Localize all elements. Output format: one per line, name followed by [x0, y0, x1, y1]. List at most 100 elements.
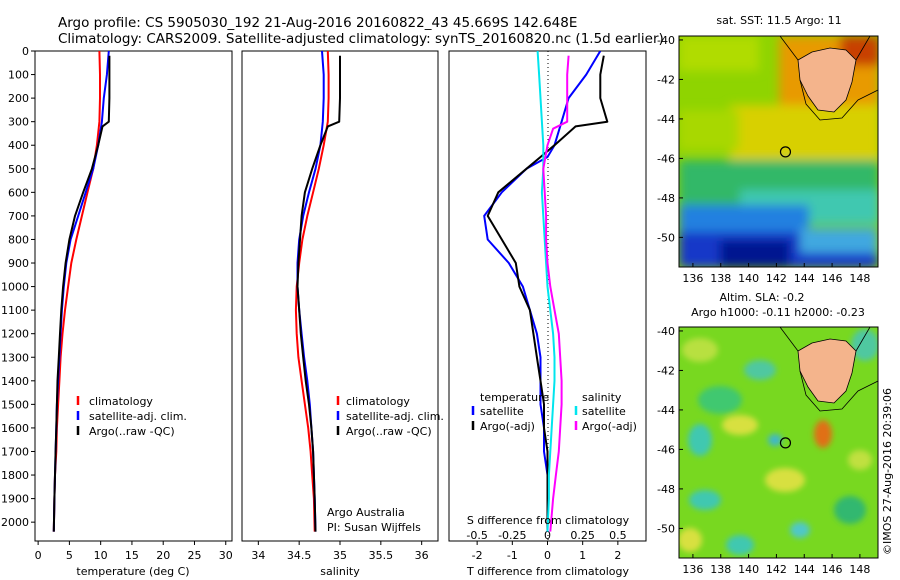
temperature-plot-frame — [34, 50, 233, 542]
sla-map-lat-tick-label: -42 — [657, 364, 675, 377]
depth-tick-label: 200 — [8, 92, 29, 105]
s-difference-tick-label: -0.25 — [498, 529, 526, 542]
depth-tick-label: 800 — [8, 233, 29, 246]
temperature-legend: climatology satellite-adj. clim. Argo(..… — [76, 395, 187, 438]
annotation-argo-australia: Argo Australia — [327, 506, 405, 519]
difference-line-temperature-argo--adj- — [486, 55, 609, 532]
sst-map-lon-tick-label: 148 — [849, 272, 870, 285]
difference-x-axes: -2 -1 0 1 2 -0.5 -0.25 0 0.25 0.5 — [466, 529, 626, 562]
sla-map-lon-tick-label: 146 — [822, 563, 843, 576]
annotation-pi-name: PI: Susan Wijffels — [327, 521, 421, 534]
difference-panel: -2 -1 0 1 2 -0.5 -0.25 0 0.25 0.5 T difference fr… — [448, 50, 647, 578]
temperature-profiles — [52, 51, 111, 532]
depth-tick-label: 400 — [8, 139, 29, 152]
sst-map-frame — [678, 35, 879, 268]
t-difference-tick-label: 2 — [614, 549, 621, 562]
legend-label-satellite: satellite-adj. clim. — [346, 410, 444, 423]
sst-map-lon-tick-label: 136 — [682, 272, 703, 285]
depth-tick-label: 0 — [22, 45, 29, 58]
legend-label-s-satellite: satellite — [582, 405, 626, 418]
t-difference-x-label: T difference from climatology — [466, 565, 629, 578]
legend-label-climatology: climatology — [346, 395, 410, 408]
sst-map-axes: 136 138 140 142 144 146 148 -40 -42 -44 -46 -48 -50 — [657, 34, 870, 285]
depth-tick-label: 900 — [8, 257, 29, 270]
salinity-plot-frame — [241, 50, 439, 542]
sst-map-lat-tick-label: -42 — [657, 73, 675, 86]
sst-map-lon-tick-label: 142 — [766, 272, 787, 285]
sla-map-lon-tick-label: 136 — [682, 563, 703, 576]
legend-label-s-argo: Argo(-adj) — [582, 420, 637, 433]
temperature-panel: 0100200300400500600700800900100011001200… — [1, 45, 233, 578]
legend-label-argo: Argo(..raw -QC) — [89, 425, 175, 438]
temperature-tick-label: 0 — [35, 549, 42, 562]
depth-tick-label: 300 — [8, 116, 29, 129]
s-difference-x-label: S difference from climatology — [467, 514, 630, 527]
depth-tick-label: 2000 — [1, 516, 29, 529]
figure-title-line1: Argo profile: CS 5905030_192 21-Aug-2016… — [58, 15, 577, 31]
sla-map-lat-tick-label: -46 — [657, 443, 675, 456]
salinity-panel: 34 34.5 35 35.5 36 salinity climatology sate… — [241, 50, 444, 578]
sst-map-lat-tick-label: -46 — [657, 152, 675, 165]
difference-line-salinity-satellite — [536, 51, 556, 532]
legend-title-salinity: salinity — [582, 391, 622, 404]
depth-tick-label: 1100 — [1, 304, 29, 317]
depth-tick-label: 1200 — [1, 328, 29, 341]
s-difference-tick-label: -0.5 — [466, 529, 487, 542]
temperature-x-label: temperature (deg C) — [76, 565, 189, 578]
depth-tick-label: 1600 — [1, 422, 29, 435]
salinity-x-label: salinity — [320, 565, 360, 578]
sst-map-title: sat. SST: 11.5 Argo: 11 — [716, 14, 841, 27]
sst-map-lat-tick-label: -40 — [657, 34, 675, 47]
depth-tick-label: 1500 — [1, 398, 29, 411]
s-difference-tick-label: 0 — [544, 529, 551, 542]
sla-map-lon-tick-label: 138 — [710, 563, 731, 576]
temperature-tick-label: 25 — [187, 549, 201, 562]
sla-map-panel: Altim. SLA: -0.2 Argo h1000: -0.11 h2000… — [657, 291, 894, 576]
t-difference-tick-label: 0 — [544, 549, 551, 562]
legend-label-t-satellite: satellite — [480, 405, 524, 418]
difference-profiles — [483, 51, 609, 532]
salinity-tick-label: 35.5 — [369, 549, 394, 562]
t-difference-tick-label: -1 — [507, 549, 518, 562]
salinity-tick-label: 34.5 — [287, 549, 312, 562]
sla-field — [679, 327, 878, 558]
difference-line-salinity-argo--adj- — [542, 55, 570, 532]
legend-label-t-argo: Argo(-adj) — [480, 420, 535, 433]
sla-map-lat-tick-label: -50 — [657, 522, 675, 535]
temperature-tick-label: 30 — [219, 549, 233, 562]
temperature-tick-label: 15 — [125, 549, 139, 562]
tasmania-land — [797, 338, 857, 404]
difference-line-temperature-satellite — [483, 51, 602, 532]
sst-map-lon-tick-label: 144 — [794, 272, 815, 285]
depth-axis: 0 100 200 300 400 500 600 700 800 900 1000 1100 1200… — [1, 45, 35, 529]
sla-map-title-line2: Argo h1000: -0.11 h2000: -0.23 — [691, 306, 865, 319]
s-difference-tick-label: 0.25 — [570, 529, 595, 542]
sla-map-lon-tick-label: 144 — [794, 563, 815, 576]
sla-map-lon-tick-label: 142 — [766, 563, 787, 576]
sst-map-lat-tick-label: -50 — [657, 231, 675, 244]
sst-map-lat-tick-label: -44 — [657, 113, 675, 126]
temperature-line-argo---raw--qc- — [52, 55, 111, 532]
legend-label-climatology: climatology — [89, 395, 153, 408]
figure-title-line2: Climatology: CARS2009. Satellite-adjuste… — [58, 31, 664, 47]
imos-credit: ©IMOS 27-Aug-2016 20:39:06 — [881, 388, 894, 555]
sla-map-axes: 136 138 140 142 144 146 148 -40 -42 -44 -46 -48 -50 — [657, 325, 870, 576]
legend-title-temperature: temperature — [480, 391, 549, 404]
depth-tick-label: 700 — [8, 210, 29, 223]
sst-map-panel: sat. SST: 11.5 Argo: 11 136 138 140 142 144 1… — [657, 14, 879, 285]
depth-tick-label: 500 — [8, 163, 29, 176]
salinity-x-axis: 34 34.5 35 35.5 36 — [251, 541, 429, 562]
sst-map-lat-tick-label: -48 — [657, 192, 675, 205]
salinity-tick-label: 35 — [333, 549, 347, 562]
t-difference-tick-label: -2 — [472, 549, 483, 562]
sst-map-lon-tick-label: 138 — [710, 272, 731, 285]
s-difference-tick-label: 0.5 — [609, 529, 627, 542]
tasmania-land — [797, 47, 857, 113]
depth-tick-label: 600 — [8, 186, 29, 199]
sla-map-lat-tick-label: -40 — [657, 325, 675, 338]
sla-map-title-line1: Altim. SLA: -0.2 — [719, 291, 804, 304]
salinity-line-argo---raw--qc- — [296, 55, 341, 532]
legend-label-argo: Argo(..raw -QC) — [346, 425, 432, 438]
t-difference-tick-label: 1 — [579, 549, 586, 562]
